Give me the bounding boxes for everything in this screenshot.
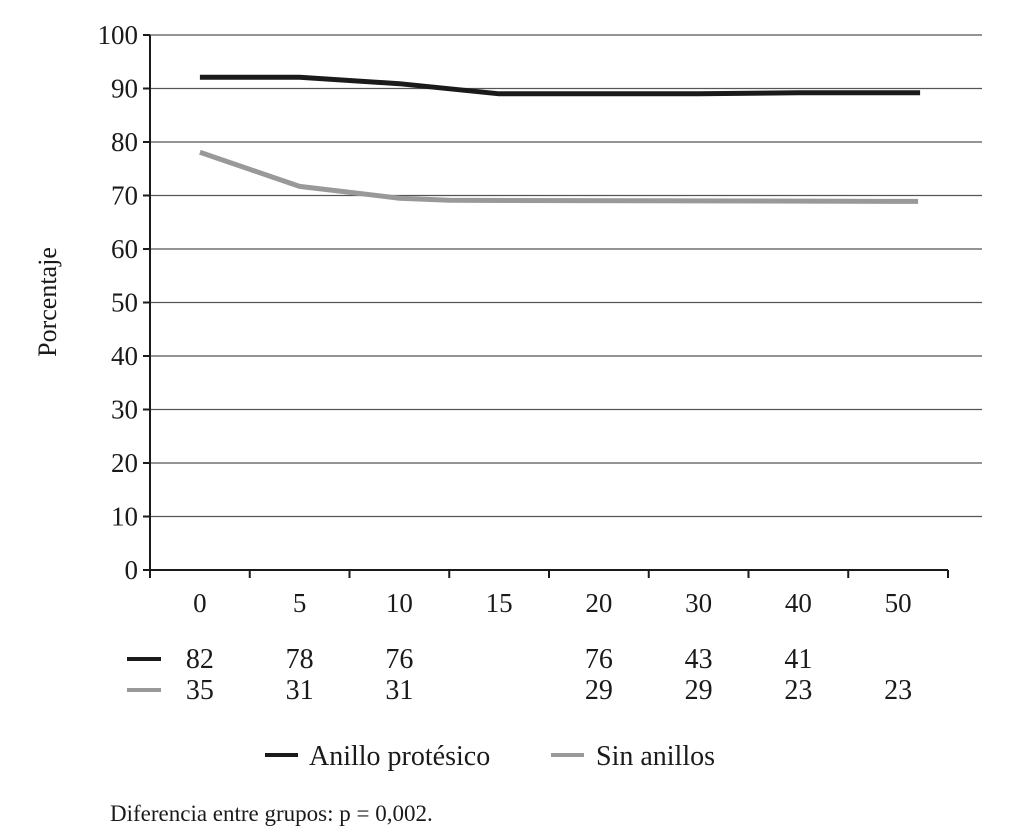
y-tick-label: 70 <box>111 181 138 211</box>
risk-table-cell: 31 <box>385 675 413 706</box>
y-tick-label: 20 <box>111 448 138 478</box>
x-tick-label: 15 <box>486 588 513 618</box>
series-line-sin-anillos <box>199 149 919 204</box>
x-tick-label: 30 <box>685 588 712 618</box>
y-tick-label: 80 <box>111 127 138 157</box>
risk-table: 82 78 76 76 43 41 35 31 31 29 29 23 23 <box>127 644 912 706</box>
y-tick-label: 40 <box>111 341 138 371</box>
y-tick-label: 100 <box>98 20 139 50</box>
y-tick-labels: 0 10 20 30 40 50 60 70 80 90 100 <box>98 20 139 585</box>
risk-table-cell: 82 <box>186 644 214 675</box>
legend: Anillo protésico Sin anillos <box>265 741 715 772</box>
series-line-anillo-prot-sico <box>199 74 921 97</box>
y-axis-label: Porcentaje <box>33 247 62 357</box>
y-tick-label: 30 <box>111 395 138 425</box>
risk-table-cell: 76 <box>585 644 613 675</box>
x-tick-label: 10 <box>386 588 413 618</box>
risk-table-cell: 29 <box>585 675 613 706</box>
y-tick-label: 60 <box>111 234 138 264</box>
series-lines <box>199 74 921 204</box>
risk-table-cell: 35 <box>186 675 214 706</box>
x-tick-label: 50 <box>885 588 912 618</box>
risk-table-cell: 23 <box>784 675 812 706</box>
footnote: Diferencia entre grupos: p = 0,002. <box>110 801 433 826</box>
y-tick-label: 10 <box>111 502 138 532</box>
y-tick-label: 90 <box>111 74 138 104</box>
x-tick-label: 40 <box>785 588 812 618</box>
risk-table-cell: 76 <box>385 644 413 675</box>
axes <box>143 34 949 578</box>
risk-table-cell: 23 <box>884 675 912 706</box>
risk-table-cell: 78 <box>286 644 314 675</box>
risk-table-cell: 41 <box>784 644 812 675</box>
x-tick-label: 20 <box>585 588 612 618</box>
legend-label-sin: Sin anillos <box>596 741 715 772</box>
y-tick-label: 50 <box>111 288 138 318</box>
risk-table-cell: 31 <box>286 675 314 706</box>
risk-table-cell: 43 <box>685 644 713 675</box>
x-tick-labels: 0 5 10 15 20 30 40 50 <box>193 588 912 618</box>
y-tick-label: 0 <box>125 555 139 585</box>
risk-table-cell: 29 <box>685 675 713 706</box>
x-tick-label: 0 <box>193 588 207 618</box>
gridlines <box>150 34 982 518</box>
legend-label-anillo: Anillo protésico <box>309 741 490 772</box>
x-tick-label: 5 <box>293 588 307 618</box>
